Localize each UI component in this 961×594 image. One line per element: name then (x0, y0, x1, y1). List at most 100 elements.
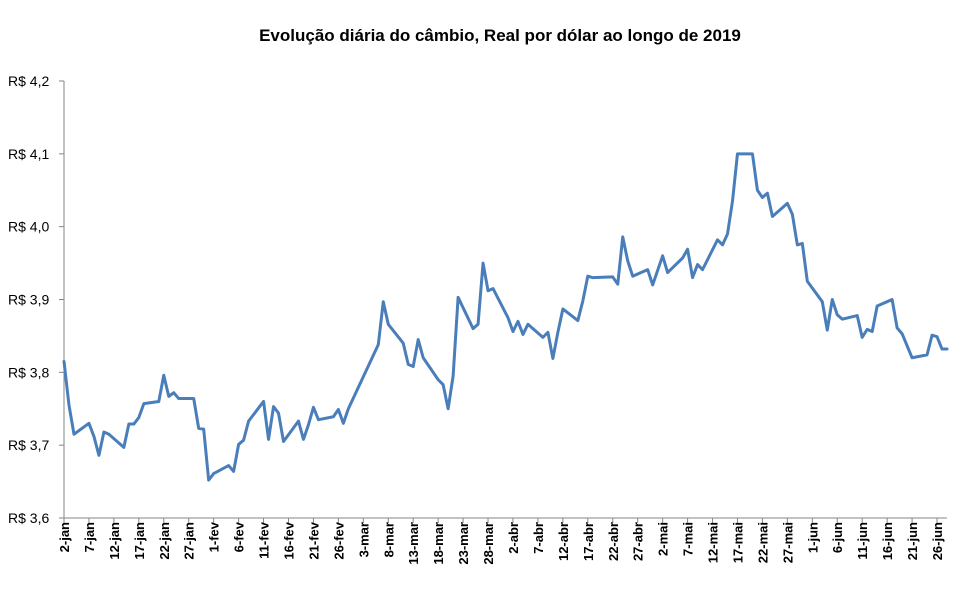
data-point (621, 236, 624, 238)
x-tick-label: 2-mai (656, 522, 671, 556)
x-tick-label: 21-jun (905, 522, 920, 560)
data-point (592, 276, 594, 279)
data-point (582, 300, 584, 302)
data-point (387, 323, 390, 326)
data-point (73, 433, 75, 436)
data-point (382, 300, 385, 303)
x-tick-label: 12-jan (107, 522, 122, 560)
data-point (507, 316, 509, 319)
x-tick-label: 8-mar (381, 522, 396, 557)
data-point (517, 320, 519, 323)
x-tick-label: 17-mai (730, 522, 745, 563)
y-tick-label: R$ 3,7 (8, 437, 49, 453)
data-point (611, 276, 614, 278)
data-point (93, 435, 95, 438)
data-point (207, 479, 210, 481)
data-point (457, 296, 459, 299)
x-tick-label: 21-fev (306, 521, 321, 559)
data-point (247, 420, 250, 422)
data-point (686, 248, 689, 251)
data-point (347, 407, 350, 410)
x-tick-label: 23-mar (456, 522, 471, 565)
data-point (527, 323, 529, 326)
data-point (133, 423, 135, 425)
x-tick-label: 1-fev (207, 521, 222, 552)
data-point (841, 318, 844, 320)
data-point (791, 213, 794, 216)
x-tick-label: 11-jun (855, 522, 870, 560)
x-tick-label: 22-abr (606, 522, 621, 561)
x-tick-label: 6-jun (830, 522, 845, 553)
data-point (123, 446, 125, 449)
y-tick-label: R$ 3,8 (8, 364, 49, 380)
data-point (108, 433, 110, 436)
data-point (871, 330, 873, 333)
data-point (866, 328, 868, 331)
data-point (876, 305, 878, 307)
data-point (761, 196, 764, 199)
data-point (716, 238, 719, 241)
data-point (731, 200, 734, 202)
data-point (477, 323, 479, 326)
y-tick-label: R$ 4,2 (8, 73, 49, 89)
data-point (666, 271, 669, 274)
data-point (831, 298, 834, 301)
data-point (167, 395, 170, 398)
data-point (751, 153, 754, 155)
data-point (806, 280, 809, 283)
data-point (402, 342, 405, 345)
data-point (332, 415, 335, 418)
data-point (926, 354, 928, 356)
data-point (721, 244, 724, 246)
x-tick-label: 6-fev (232, 521, 247, 552)
chart-title: Evolução diária do câmbio, Real por dóla… (259, 26, 741, 45)
data-point (242, 439, 245, 441)
data-point (547, 331, 549, 334)
data-point (726, 233, 729, 235)
data-point (452, 375, 454, 377)
data-point (262, 400, 265, 403)
data-point (756, 189, 759, 192)
data-point (492, 287, 494, 290)
data-point (88, 422, 90, 425)
x-tick-label: 27-mai (780, 522, 795, 563)
data-point (861, 336, 863, 339)
y-tick-label: R$ 3,9 (8, 292, 49, 308)
data-point (442, 383, 444, 386)
data-point (522, 333, 524, 336)
data-point (856, 314, 858, 317)
x-tick-label: 13-mar (406, 522, 421, 565)
data-point (836, 314, 839, 316)
data-point (63, 360, 65, 363)
x-tick-label: 7-jan (82, 522, 97, 552)
data-point (736, 153, 739, 155)
x-tick-label: 18-mar (431, 522, 446, 565)
data-point (821, 300, 824, 303)
data-point (696, 263, 699, 266)
data-point (931, 334, 933, 336)
x-tick-label: 7-abr (531, 522, 546, 554)
x-tick-label: 27-jan (182, 522, 197, 560)
data-point (417, 338, 420, 341)
x-tick-label: 26-fev (331, 521, 346, 559)
data-point (407, 363, 410, 366)
data-point (197, 427, 200, 430)
data-point (552, 357, 554, 360)
data-point (557, 331, 559, 334)
data-point (946, 348, 948, 350)
x-tick-label: 7-mai (681, 522, 696, 556)
x-tick-label: 28-mar (481, 522, 496, 565)
data-point (103, 431, 105, 433)
data-point (307, 423, 310, 426)
x-tick-label: 26-jun (930, 522, 945, 560)
x-tick-label: 12-abr (556, 522, 571, 561)
data-point (631, 275, 634, 277)
data-point (282, 440, 285, 443)
data-point (941, 348, 943, 350)
x-axis-ticks: 2-jan 7-jan 12-jan 17-jan 22-jan 27-jan 1-fev 6… (57, 518, 945, 565)
data-point (98, 454, 100, 457)
data-point (232, 470, 235, 473)
x-tick-label: 2-abr (506, 522, 521, 554)
data-point (901, 332, 903, 335)
data-point (192, 397, 195, 400)
